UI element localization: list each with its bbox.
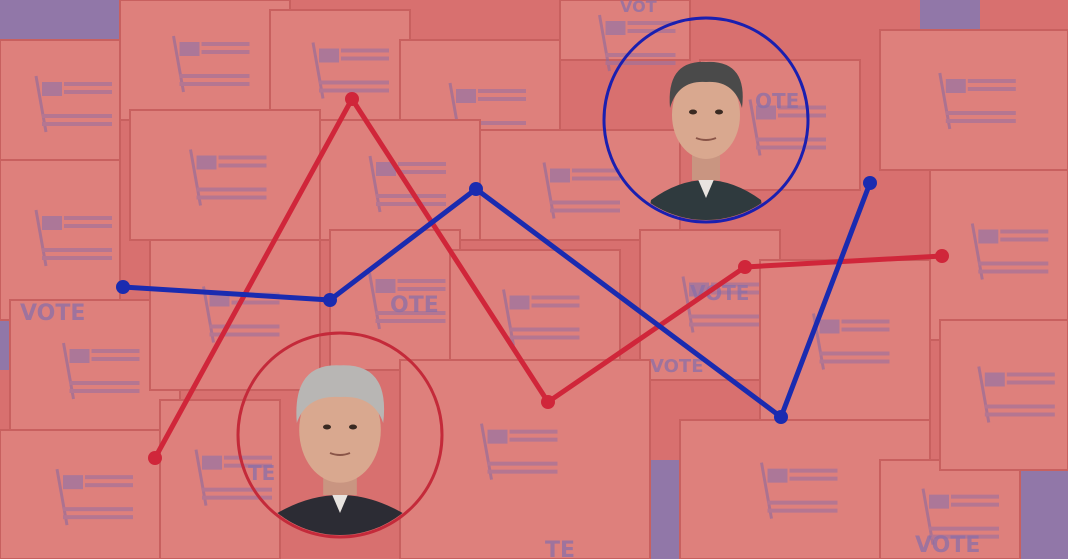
shadow bbox=[920, 0, 980, 30]
ballot-box bbox=[879, 459, 1021, 559]
ballot-box bbox=[159, 399, 281, 559]
ballot-box-flag-icon bbox=[938, 72, 1016, 130]
red-line-point bbox=[148, 451, 162, 465]
face bbox=[299, 377, 381, 483]
vote-lettering: VOTE bbox=[20, 301, 85, 326]
ballot-box bbox=[879, 29, 1068, 171]
red-line-point bbox=[935, 249, 949, 263]
ballot-box-flag-icon bbox=[970, 223, 1049, 280]
ballot-box-flag-icon bbox=[368, 155, 446, 213]
ballot-box-flag-icon bbox=[172, 35, 250, 93]
vote-lettering: VOTE bbox=[650, 356, 704, 377]
ballot-box-flag-icon bbox=[34, 209, 112, 267]
ballot-box-flag-icon bbox=[760, 462, 838, 519]
blue-line-point bbox=[863, 176, 877, 190]
red-line-point bbox=[541, 395, 555, 409]
vote-lettering: TE bbox=[248, 461, 275, 485]
ballot-box bbox=[0, 429, 181, 559]
mouth bbox=[329, 452, 351, 456]
ballot-box bbox=[319, 119, 481, 241]
blue-line bbox=[122, 182, 873, 420]
blue-line-point bbox=[469, 182, 483, 196]
ballot-box bbox=[639, 229, 781, 381]
eye bbox=[715, 109, 723, 115]
ballot-box-flag-icon bbox=[62, 342, 140, 400]
mouth bbox=[695, 137, 717, 141]
eye bbox=[349, 424, 357, 430]
hair bbox=[296, 365, 385, 423]
eye bbox=[689, 109, 697, 115]
ballot-box-flag-icon bbox=[480, 423, 558, 480]
ballot-box bbox=[449, 249, 621, 381]
ballot-box bbox=[399, 359, 651, 559]
eye bbox=[323, 424, 331, 430]
portrait-circle bbox=[602, 16, 810, 224]
vote-lettering: OTE bbox=[390, 293, 439, 318]
blue-line-point bbox=[774, 410, 788, 424]
ballot-box-flag-icon bbox=[55, 468, 133, 526]
portrait-man-gray-hair bbox=[236, 331, 444, 539]
red-line-point bbox=[345, 92, 359, 106]
ballot-box-flag-icon bbox=[502, 289, 580, 346]
portrait-man-dark-hair bbox=[602, 16, 810, 224]
ballot-box bbox=[269, 9, 411, 121]
ballot-box-flag-icon bbox=[921, 488, 999, 545]
ballot-box-flag-icon bbox=[189, 149, 267, 206]
blue-line-point bbox=[323, 293, 337, 307]
ballot-box-flag-icon bbox=[748, 99, 826, 156]
face bbox=[672, 71, 740, 159]
ballot-box bbox=[0, 39, 121, 161]
hair bbox=[669, 61, 743, 108]
portrait-circle bbox=[236, 331, 444, 539]
ballot-box-flag-icon bbox=[977, 366, 1055, 423]
blue-line-point bbox=[116, 280, 130, 294]
vote-lettering: VOTE bbox=[915, 533, 980, 558]
ballot-box-flag-icon bbox=[194, 449, 272, 506]
vote-lettering: TE bbox=[545, 538, 575, 559]
ballot-box-flag-icon bbox=[598, 14, 676, 72]
ballot-box-flag-icon bbox=[34, 75, 112, 133]
ballot-box bbox=[929, 169, 1068, 341]
ballot-box bbox=[0, 159, 121, 321]
ballot-box-flag-icon bbox=[311, 42, 389, 99]
vote-lettering: VOT bbox=[620, 0, 657, 16]
vote-lettering: OTE bbox=[755, 89, 799, 113]
ballot-box-flag-icon bbox=[542, 162, 620, 219]
red-line-point bbox=[738, 260, 752, 274]
ballot-box bbox=[119, 0, 291, 121]
ballot-box bbox=[939, 319, 1068, 471]
ballot-box-flag-icon bbox=[368, 272, 446, 330]
